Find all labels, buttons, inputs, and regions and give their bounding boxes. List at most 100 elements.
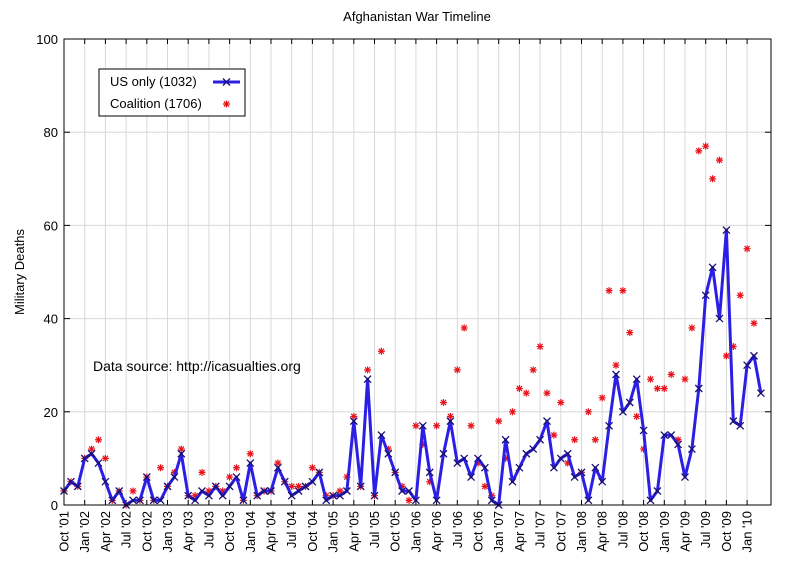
coalition-point [412, 422, 420, 430]
us-point [329, 491, 338, 500]
legend-label-us: US only (1032) [110, 74, 197, 89]
us-point [370, 491, 379, 500]
x-tick-label: Oct '06 [471, 511, 486, 552]
coalition-point [716, 156, 723, 164]
us-point [756, 389, 765, 398]
x-tick-label: Jan '10 [740, 511, 755, 553]
coalition-point [612, 361, 620, 369]
coalition-point [736, 291, 744, 299]
us-point [184, 491, 193, 500]
us-point [87, 449, 96, 458]
y-tick-label: 100 [36, 32, 58, 47]
x-tick-label: Jul '06 [450, 511, 465, 548]
coalition-point [198, 468, 206, 476]
x-tick-label: Jul '04 [284, 511, 299, 548]
us-point [204, 491, 213, 500]
us-line [62, 228, 763, 507]
coalition-point [667, 371, 675, 379]
x-tick-label: Jan '03 [160, 511, 175, 553]
us-point [73, 482, 82, 491]
coalition-point [433, 422, 441, 430]
coalition-point [591, 436, 599, 444]
y-tick-label: 20 [44, 405, 58, 420]
plot-series [60, 142, 765, 509]
coalition-point [529, 366, 537, 374]
coalition-point [205, 487, 213, 495]
us-point [722, 226, 731, 235]
us-point [232, 473, 241, 481]
us-point [605, 421, 614, 430]
us-point [639, 426, 648, 435]
x-tick-label: Apr '08 [595, 511, 610, 552]
us-point [398, 487, 407, 495]
coalition-point [536, 343, 544, 351]
coalition-point [219, 487, 227, 495]
coalition-point [446, 412, 454, 420]
us-point [446, 417, 455, 426]
x-tick-label: Apr '04 [264, 511, 279, 552]
coalition-point [702, 142, 710, 150]
us-point [529, 445, 538, 454]
y-tick-label: 80 [44, 125, 58, 140]
us-point [667, 431, 676, 440]
us-point [632, 375, 641, 384]
us-point [618, 407, 627, 416]
us-point [591, 463, 600, 472]
x-tick-label: Oct '05 [388, 511, 403, 552]
x-tick-label: Oct '03 [222, 511, 237, 552]
us-point [115, 487, 124, 495]
x-tick-label: Oct '08 [636, 511, 651, 552]
x-tick-label: Apr '03 [181, 511, 196, 552]
coalition-point [129, 487, 137, 495]
us-point [460, 454, 469, 463]
y-axis-label: Military Deaths [12, 229, 27, 315]
x-tick-label: Oct '09 [719, 511, 734, 552]
us-point [549, 463, 558, 472]
coalition-point [481, 482, 489, 490]
x-tick-label: Jul '03 [201, 511, 216, 548]
coalition-point [495, 417, 503, 425]
us-point [342, 487, 351, 495]
coalition-point [653, 385, 661, 392]
x-tick-label: Jul '08 [615, 511, 630, 548]
series-coalition [60, 142, 758, 509]
x-tick-label: Oct '02 [139, 511, 154, 552]
coalition-point [295, 482, 303, 490]
coalition-point [233, 464, 240, 472]
x-tick-label: Jan '09 [657, 511, 672, 553]
us-point [301, 482, 310, 491]
us-point [66, 477, 75, 486]
x-tick-label: Apr '02 [98, 511, 113, 552]
us-point [246, 459, 255, 468]
us-point [211, 482, 220, 491]
us-point [487, 496, 496, 505]
us-point [218, 491, 227, 500]
coalition-point [722, 352, 730, 360]
us-point [108, 496, 117, 505]
coalition-point [640, 445, 648, 453]
plot-frame [63, 38, 772, 506]
x-tick-label: Apr '05 [346, 511, 361, 552]
legend-marker-us [222, 78, 231, 86]
us-point [287, 491, 296, 500]
coalition-point [695, 147, 703, 155]
us-point [743, 361, 752, 370]
us-point [191, 496, 200, 505]
us-point [170, 473, 179, 481]
us-point [322, 496, 331, 505]
us-point [432, 496, 441, 505]
coalition-point [474, 459, 482, 467]
legend-star [223, 100, 230, 108]
us-point [94, 459, 103, 468]
coalition-point [177, 445, 185, 453]
us-point [563, 449, 572, 458]
us-point [453, 459, 462, 468]
us-point [543, 417, 551, 426]
coalition-point [101, 454, 109, 462]
us-point [687, 445, 696, 454]
us-point [536, 435, 545, 444]
coalition-point [598, 394, 606, 402]
coalition-point [336, 487, 344, 495]
us-point [177, 449, 186, 458]
